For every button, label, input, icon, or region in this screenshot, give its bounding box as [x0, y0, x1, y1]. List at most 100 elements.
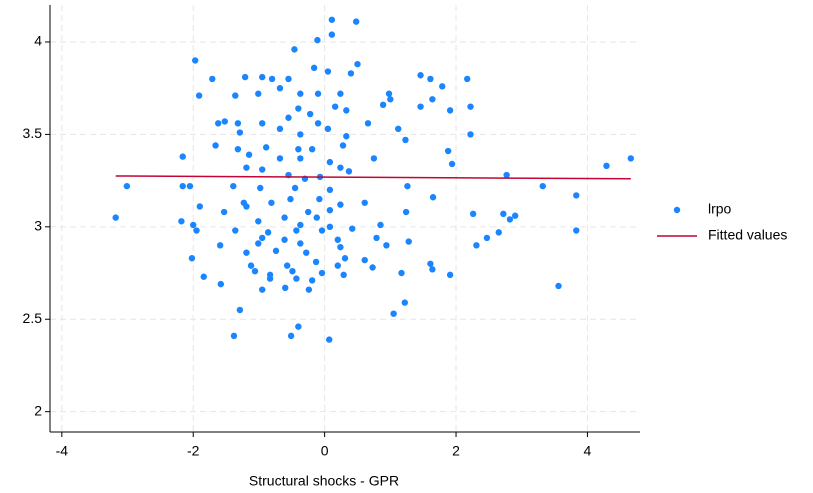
- point: [464, 75, 471, 83]
- point: [377, 221, 384, 229]
- point: [179, 182, 186, 190]
- point: [343, 107, 350, 114]
- point: [313, 214, 320, 221]
- point: [283, 262, 291, 269]
- x-tick-label: 2: [452, 443, 460, 459]
- point: [195, 92, 203, 99]
- y-tick-label: 2.5: [23, 310, 43, 326]
- point: [255, 90, 262, 97]
- point: [314, 36, 321, 44]
- point: [495, 229, 502, 236]
- point: [214, 120, 222, 127]
- point: [555, 282, 562, 290]
- point: [305, 208, 312, 216]
- point: [467, 131, 474, 138]
- point: [385, 90, 393, 97]
- point: [405, 238, 412, 245]
- point: [257, 184, 264, 192]
- y-tick-label: 2: [34, 402, 42, 418]
- point: [112, 214, 119, 221]
- point: [259, 286, 266, 293]
- point: [337, 164, 344, 171]
- point: [427, 260, 434, 267]
- point: [305, 286, 313, 293]
- point: [221, 118, 228, 125]
- point: [402, 208, 410, 216]
- point: [230, 182, 237, 190]
- point: [123, 182, 131, 190]
- point: [220, 208, 228, 216]
- point: [324, 68, 332, 75]
- point: [251, 267, 259, 275]
- x-tick-label: -4: [56, 443, 69, 459]
- point: [390, 310, 397, 317]
- point: [293, 227, 300, 234]
- point: [217, 280, 225, 288]
- point: [354, 60, 361, 68]
- point: [417, 72, 424, 79]
- point: [573, 192, 580, 199]
- point: [483, 234, 491, 242]
- point: [444, 147, 452, 155]
- point: [236, 129, 244, 136]
- point: [259, 120, 266, 127]
- legend-symbol: [673, 206, 681, 214]
- point: [349, 225, 356, 232]
- point: [188, 255, 196, 262]
- point: [427, 75, 434, 83]
- point: [328, 31, 336, 38]
- point: [259, 234, 266, 242]
- point: [500, 210, 507, 218]
- point: [627, 155, 635, 162]
- point: [404, 182, 411, 190]
- y-tick-label: 3: [34, 218, 42, 234]
- point: [314, 90, 322, 97]
- point: [308, 277, 316, 284]
- point: [402, 136, 409, 144]
- point: [310, 64, 318, 72]
- point: [297, 155, 304, 162]
- point: [446, 271, 454, 279]
- point: [178, 218, 185, 225]
- point: [446, 107, 454, 114]
- point: [373, 234, 380, 242]
- point: [234, 120, 242, 127]
- point: [398, 269, 405, 277]
- point: [247, 262, 255, 269]
- point: [473, 242, 480, 249]
- point: [196, 203, 203, 210]
- point: [287, 195, 294, 203]
- point: [506, 216, 514, 223]
- point: [429, 266, 436, 273]
- point: [429, 96, 436, 103]
- point: [340, 271, 347, 279]
- point: [212, 142, 219, 149]
- point: [503, 171, 510, 179]
- point: [337, 90, 344, 97]
- point: [395, 125, 402, 133]
- x-axis-label: Structural shocks - GPR: [249, 473, 399, 489]
- point: [293, 275, 300, 282]
- point: [361, 256, 368, 264]
- point: [539, 182, 546, 190]
- point: [243, 249, 250, 256]
- point: [318, 227, 326, 234]
- x-tick-label: 0: [321, 443, 329, 459]
- fitted-line: [115, 175, 631, 180]
- point: [326, 186, 334, 194]
- point: [232, 92, 239, 99]
- point: [337, 243, 344, 251]
- point: [603, 162, 610, 170]
- point: [369, 264, 376, 271]
- point: [297, 90, 304, 97]
- point: [326, 158, 334, 166]
- point: [339, 142, 347, 149]
- point: [243, 164, 250, 171]
- point: [352, 18, 360, 25]
- point: [306, 110, 314, 118]
- point: [266, 275, 274, 282]
- point: [469, 210, 477, 218]
- point: [232, 227, 239, 234]
- point: [383, 242, 390, 249]
